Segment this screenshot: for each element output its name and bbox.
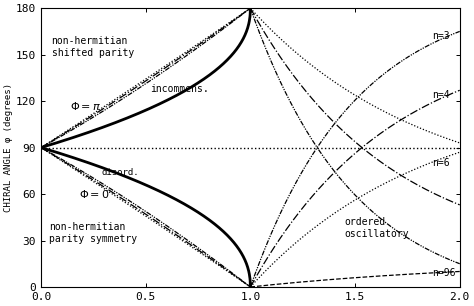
Text: n=96: n=96 xyxy=(432,268,456,278)
Text: n=6: n=6 xyxy=(432,158,450,168)
Text: $\Phi=0$: $\Phi=0$ xyxy=(79,188,109,200)
Y-axis label: CHIRAL ANGLE φ (degrees): CHIRAL ANGLE φ (degrees) xyxy=(4,83,13,212)
Text: ordered
oscillatory: ordered oscillatory xyxy=(345,217,409,239)
Text: n=4: n=4 xyxy=(432,90,450,100)
Text: non-hermitian
parity symmetry: non-hermitian parity symmetry xyxy=(49,222,137,244)
Text: disord.: disord. xyxy=(102,168,139,177)
Text: non-hermitian
shifted parity: non-hermitian shifted parity xyxy=(52,36,134,58)
Text: incommens.: incommens. xyxy=(150,84,209,94)
Text: n=3: n=3 xyxy=(432,31,450,41)
Text: $\Phi=\pi$: $\Phi=\pi$ xyxy=(70,100,101,112)
